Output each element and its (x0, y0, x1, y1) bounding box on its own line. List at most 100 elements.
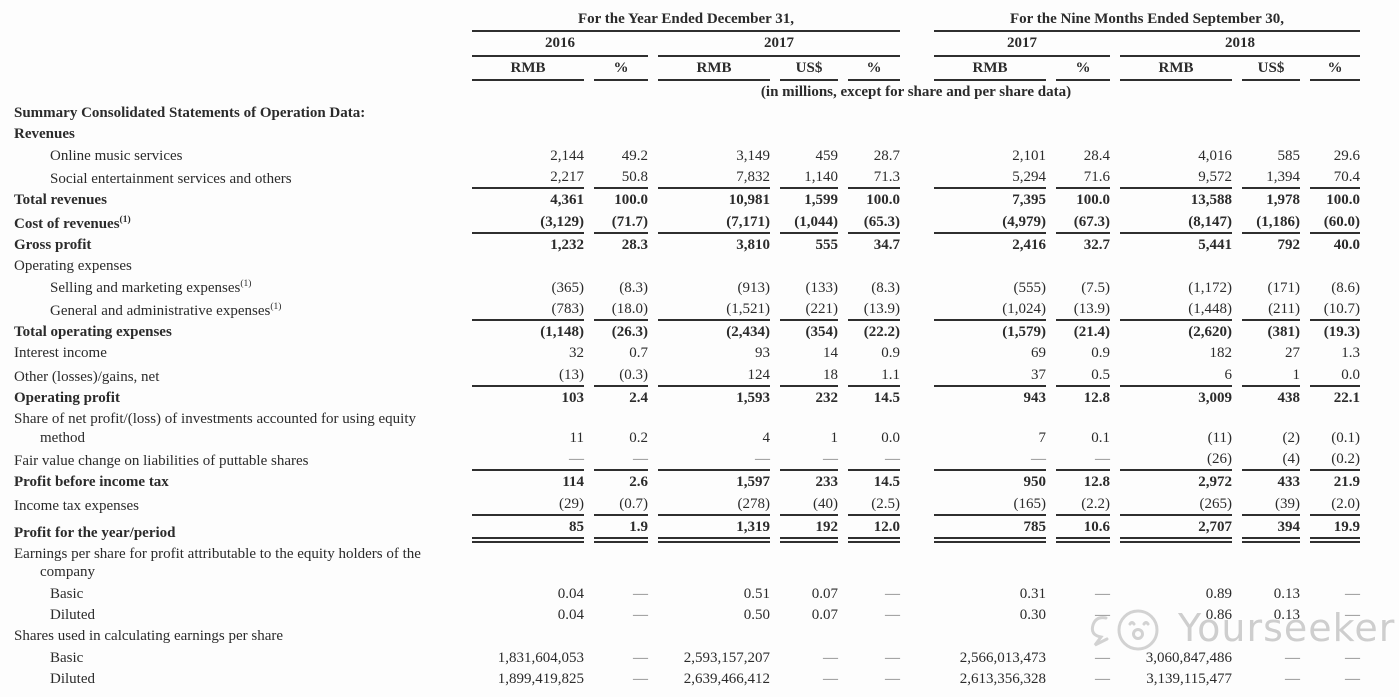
row-label: Summary Consolidated Statements of Opera… (14, 105, 366, 122)
cell: (29) (472, 493, 584, 516)
row-label: Earnings per share for profit attributab… (14, 546, 421, 581)
row-label: Interest income (14, 345, 107, 362)
empty-cells (472, 625, 1360, 646)
table-row: Share of net profit/(loss) of investment… (14, 408, 1360, 448)
column-gap (910, 387, 924, 408)
cell: 37 (934, 364, 1046, 388)
cell: (2,620) (1188, 324, 1232, 341)
table-head: For the Year Ended December 31, For the N… (14, 8, 1360, 102)
cell: 70.4 (1310, 166, 1360, 190)
cell: 0.04 (557, 607, 584, 624)
table-body: Summary Consolidated Statements of Opera… (14, 102, 1360, 689)
cell: 12.8 (1083, 390, 1110, 407)
cell: — (633, 649, 648, 666)
cell: 0.7 (629, 345, 648, 362)
cell: 27 (1285, 345, 1300, 362)
cell: 433 (1277, 474, 1301, 491)
cell: — (1095, 607, 1110, 624)
unit-header: RMB (1120, 57, 1232, 81)
cell: — (1095, 585, 1110, 602)
cell: — (1285, 670, 1300, 687)
cell: — (633, 607, 648, 624)
empty-cells (472, 102, 1360, 123)
row-label: Profit for the year/period (14, 524, 176, 541)
cell: 4,361 (550, 192, 584, 209)
cell: 1,831,604,053 (497, 649, 584, 666)
year-header: 2018 (1120, 32, 1360, 57)
column-gap (910, 277, 924, 298)
cell: 103 (561, 390, 585, 407)
table-row: Diluted 0.04 — 0.50 0.07 — 0.30 — 0.86 0.13 — (14, 604, 1360, 625)
cell: (22.2) (863, 324, 900, 341)
cell: 1,593 (736, 390, 770, 407)
row-label: Shares used in calculating earnings per … (14, 628, 284, 645)
cell: 3,060,847,486 (1145, 649, 1232, 666)
cell: — (658, 448, 770, 472)
cell: 0.07 (811, 607, 838, 624)
table-row: Other (losses)/gains, net (13) (0.3) 124 18 1… (14, 364, 1360, 388)
footnote-ref: (1) (240, 278, 252, 289)
corner-spacer (14, 32, 462, 56)
cell: 1 (1242, 364, 1300, 388)
unit-header: US$ (1242, 57, 1300, 81)
cell: 2,593,157,207 (683, 649, 770, 666)
cell: (171) (1267, 279, 1301, 296)
cell: (2,434) (726, 324, 770, 341)
cell: 0.07 (811, 585, 838, 602)
cell: — (848, 448, 900, 472)
table-row: Total operating expenses (1,148) (26.3) (2,… (14, 321, 1360, 342)
cell: (1,024) (934, 298, 1046, 322)
unit-header: % (848, 57, 900, 81)
cell: 2,707 (1120, 516, 1232, 544)
table-row: Income tax expenses (29) (0.7) (278) (40) (2.… (14, 493, 1360, 516)
cell: 19.9 (1310, 516, 1360, 544)
cell: 2.4 (629, 390, 648, 407)
column-gap (910, 604, 924, 625)
cell: (60.0) (1310, 211, 1360, 234)
cell: — (1095, 670, 1110, 687)
cell: 50.8 (594, 166, 648, 190)
cell: 5,441 (1198, 236, 1232, 253)
year-group-row: 2016 2017 2017 2018 (14, 32, 1360, 57)
cell: 18 (780, 364, 838, 388)
cell: 28.3 (621, 236, 648, 253)
cell: (13.9) (848, 298, 900, 322)
cell: (354) (805, 324, 839, 341)
year-header: 2017 (934, 32, 1110, 57)
cell: 7,395 (1012, 192, 1046, 209)
cell: 792 (1277, 236, 1301, 253)
cell: (13.9) (1056, 298, 1110, 322)
cell: (1,186) (1242, 211, 1300, 234)
column-gap (910, 189, 924, 210)
cell: (67.3) (1056, 211, 1110, 234)
cell: 21.9 (1333, 474, 1360, 491)
row-label: Fair value change on liabilities of putt… (14, 452, 309, 469)
corner-spacer (14, 57, 462, 81)
cell: (2.2) (1056, 493, 1110, 516)
row-label: Diluted (50, 670, 95, 687)
cell: (1,148) (540, 324, 584, 341)
cell: 0.50 (743, 607, 770, 624)
cell: 943 (1023, 390, 1047, 407)
cell: 785 (934, 516, 1046, 544)
row-label: Basic (50, 585, 84, 602)
cell: 114 (562, 474, 584, 491)
cell: 100.0 (866, 192, 900, 209)
column-gap (910, 234, 924, 255)
cell: 0.0 (881, 429, 900, 446)
cell: 192 (780, 516, 838, 544)
column-gap (910, 448, 924, 471)
cell: 0.89 (1205, 585, 1232, 602)
cell: 6 (1120, 364, 1232, 388)
cell: (365) (551, 279, 585, 296)
cell: 585 (1277, 147, 1301, 164)
column-gap (910, 57, 924, 81)
row-label: Income tax expenses (14, 497, 139, 514)
cell: 1,599 (804, 192, 838, 209)
cell: — (823, 670, 838, 687)
cell: — (633, 670, 648, 687)
cell: 233 (815, 474, 839, 491)
table-row: Summary Consolidated Statements of Opera… (14, 102, 1360, 123)
cell: (3,129) (472, 211, 584, 234)
